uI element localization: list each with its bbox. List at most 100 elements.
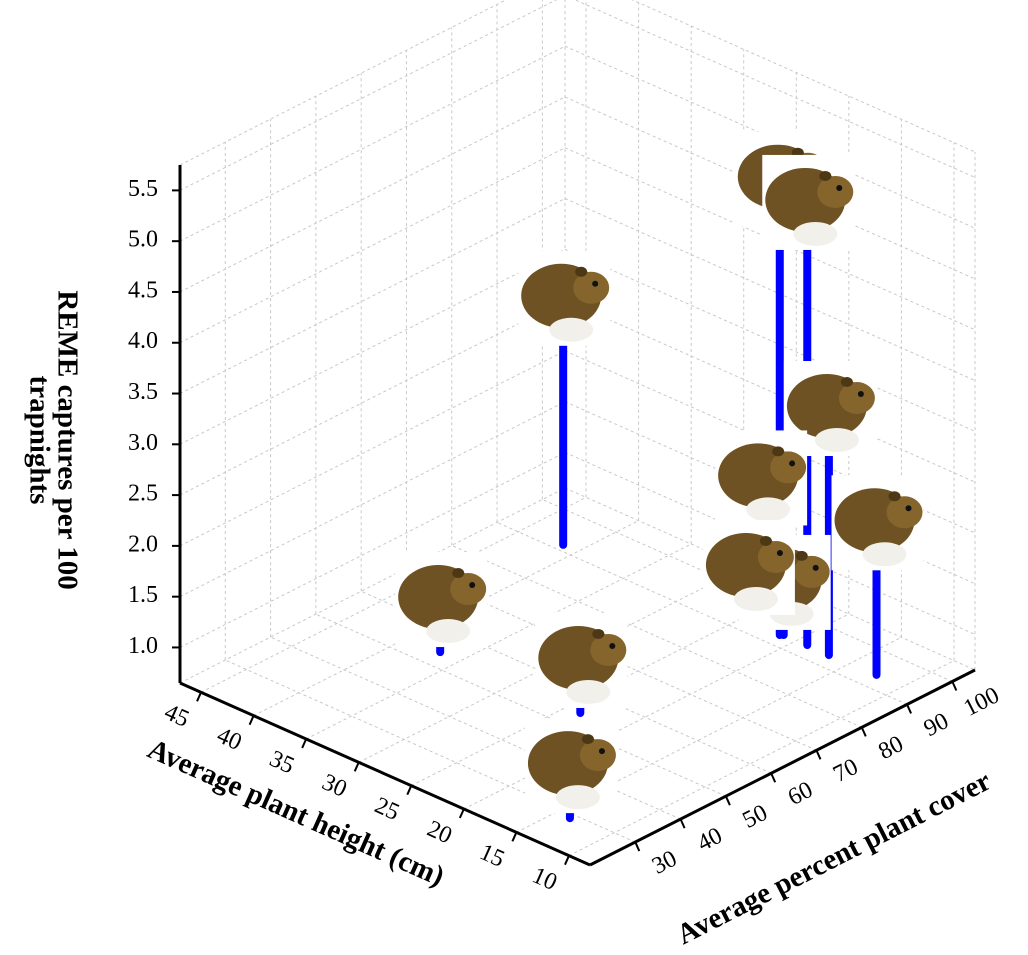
chart: 1.01.52.02.53.03.54.04.55.05.51015202530… bbox=[0, 0, 1028, 955]
mouse-belly bbox=[566, 680, 610, 704]
z-tick-label: 4.0 bbox=[128, 328, 158, 354]
grid-line bbox=[316, 614, 726, 796]
grid-line bbox=[180, 46, 565, 241]
x-tick-label: 35 bbox=[266, 746, 299, 780]
tick-mark bbox=[862, 727, 866, 736]
mouse-head bbox=[839, 382, 875, 414]
mouse-ear bbox=[575, 267, 587, 277]
mouse-marker bbox=[715, 430, 807, 525]
tick-mark bbox=[302, 739, 306, 748]
mouse-ear bbox=[889, 491, 901, 501]
mouse-marker bbox=[525, 718, 617, 813]
box-edge bbox=[180, 488, 565, 683]
mouse-ear bbox=[760, 536, 772, 546]
mouse-head bbox=[450, 573, 486, 605]
z-tick-label: 3.5 bbox=[128, 379, 158, 405]
grid-line bbox=[180, 0, 565, 190]
mouse-eye bbox=[836, 185, 842, 191]
tick-mark bbox=[907, 704, 911, 713]
grid-line bbox=[180, 199, 565, 394]
y-axis-title: Average percent plant cover bbox=[672, 765, 996, 951]
x-tick-label: 20 bbox=[423, 816, 456, 850]
mouse-ear bbox=[841, 377, 853, 387]
tick-mark bbox=[355, 762, 359, 771]
mouse-marker bbox=[535, 613, 627, 708]
mouse-ear bbox=[452, 568, 464, 578]
mouse-head bbox=[758, 541, 794, 573]
z-tick-label: 3.0 bbox=[128, 430, 158, 456]
mouse-ear bbox=[582, 734, 594, 744]
grid-line bbox=[180, 249, 565, 444]
y-tick-label: 70 bbox=[829, 754, 862, 788]
mouse-eye bbox=[813, 565, 819, 571]
mouse-belly bbox=[793, 222, 837, 246]
grid-line bbox=[180, 351, 565, 546]
tick-mark bbox=[250, 716, 254, 725]
mouse-head bbox=[580, 739, 616, 771]
z-tick-label: 2.0 bbox=[128, 531, 158, 557]
y-tick-label: 60 bbox=[784, 777, 817, 811]
y-tick-label: 90 bbox=[920, 708, 953, 742]
mouse-marker bbox=[703, 520, 795, 615]
mouse-eye bbox=[777, 550, 783, 556]
y-tick-label: 80 bbox=[874, 731, 907, 765]
tick-mark bbox=[726, 796, 730, 805]
y-tick-label: 30 bbox=[648, 846, 681, 880]
grid-line bbox=[180, 402, 565, 597]
x-tick-label: 25 bbox=[371, 793, 404, 827]
mouse-marker bbox=[762, 155, 854, 250]
x-tick-label: 10 bbox=[528, 863, 561, 897]
grid-line bbox=[180, 300, 565, 495]
mouse-ear bbox=[796, 551, 808, 561]
mouse-head bbox=[794, 556, 830, 588]
tick-mark bbox=[816, 750, 820, 759]
tick-mark bbox=[407, 786, 411, 795]
x-tick-label: 40 bbox=[213, 723, 246, 757]
z-axis-title: trapnights bbox=[23, 376, 55, 505]
y-tick-label: 100 bbox=[960, 682, 1004, 722]
z-tick-label: 1.0 bbox=[128, 633, 158, 659]
x-tick-label: 15 bbox=[476, 839, 509, 873]
tick-mark bbox=[197, 692, 201, 701]
mouse-eye bbox=[599, 748, 605, 754]
axis-line bbox=[590, 670, 975, 865]
z-tick-label: 2.5 bbox=[128, 481, 158, 507]
x-tick-label: 45 bbox=[160, 699, 193, 733]
mouse-head bbox=[573, 272, 609, 304]
mouse-belly bbox=[734, 587, 778, 611]
mouse-ear bbox=[772, 446, 784, 456]
mouse-belly bbox=[815, 428, 859, 452]
grid-line bbox=[180, 452, 565, 647]
tick-mark bbox=[681, 819, 685, 828]
grid-line bbox=[180, 97, 565, 292]
mouse-eye bbox=[592, 281, 598, 287]
mouse-belly bbox=[746, 497, 790, 521]
y-tick-label: 50 bbox=[739, 800, 772, 834]
mouse-ear bbox=[819, 171, 831, 181]
mouse-belly bbox=[426, 619, 470, 643]
mouse-marker bbox=[518, 251, 610, 346]
tick-mark bbox=[771, 773, 775, 782]
tick-mark bbox=[512, 832, 516, 841]
mouse-eye bbox=[858, 391, 864, 397]
x-tick-label: 30 bbox=[318, 769, 351, 803]
mouse-eye bbox=[789, 460, 795, 466]
tick-mark bbox=[635, 842, 639, 851]
mouse-eye bbox=[906, 505, 912, 511]
y-tick-label: 40 bbox=[693, 823, 726, 857]
mouse-head bbox=[817, 176, 853, 208]
tick-mark bbox=[565, 856, 569, 865]
mouse-belly bbox=[863, 542, 907, 566]
mouse-marker bbox=[395, 552, 487, 647]
z-tick-label: 4.5 bbox=[128, 277, 158, 303]
grid-line bbox=[180, 148, 565, 343]
mouse-belly bbox=[549, 318, 593, 342]
tick-mark bbox=[952, 681, 956, 690]
grid-line bbox=[201, 497, 586, 692]
mouse-eye bbox=[469, 582, 475, 588]
mouse-head bbox=[887, 496, 923, 528]
grid-line bbox=[565, 249, 975, 431]
mouse-marker bbox=[832, 475, 924, 570]
z-tick-label: 5.5 bbox=[128, 176, 158, 202]
mouse-ear bbox=[592, 629, 604, 639]
